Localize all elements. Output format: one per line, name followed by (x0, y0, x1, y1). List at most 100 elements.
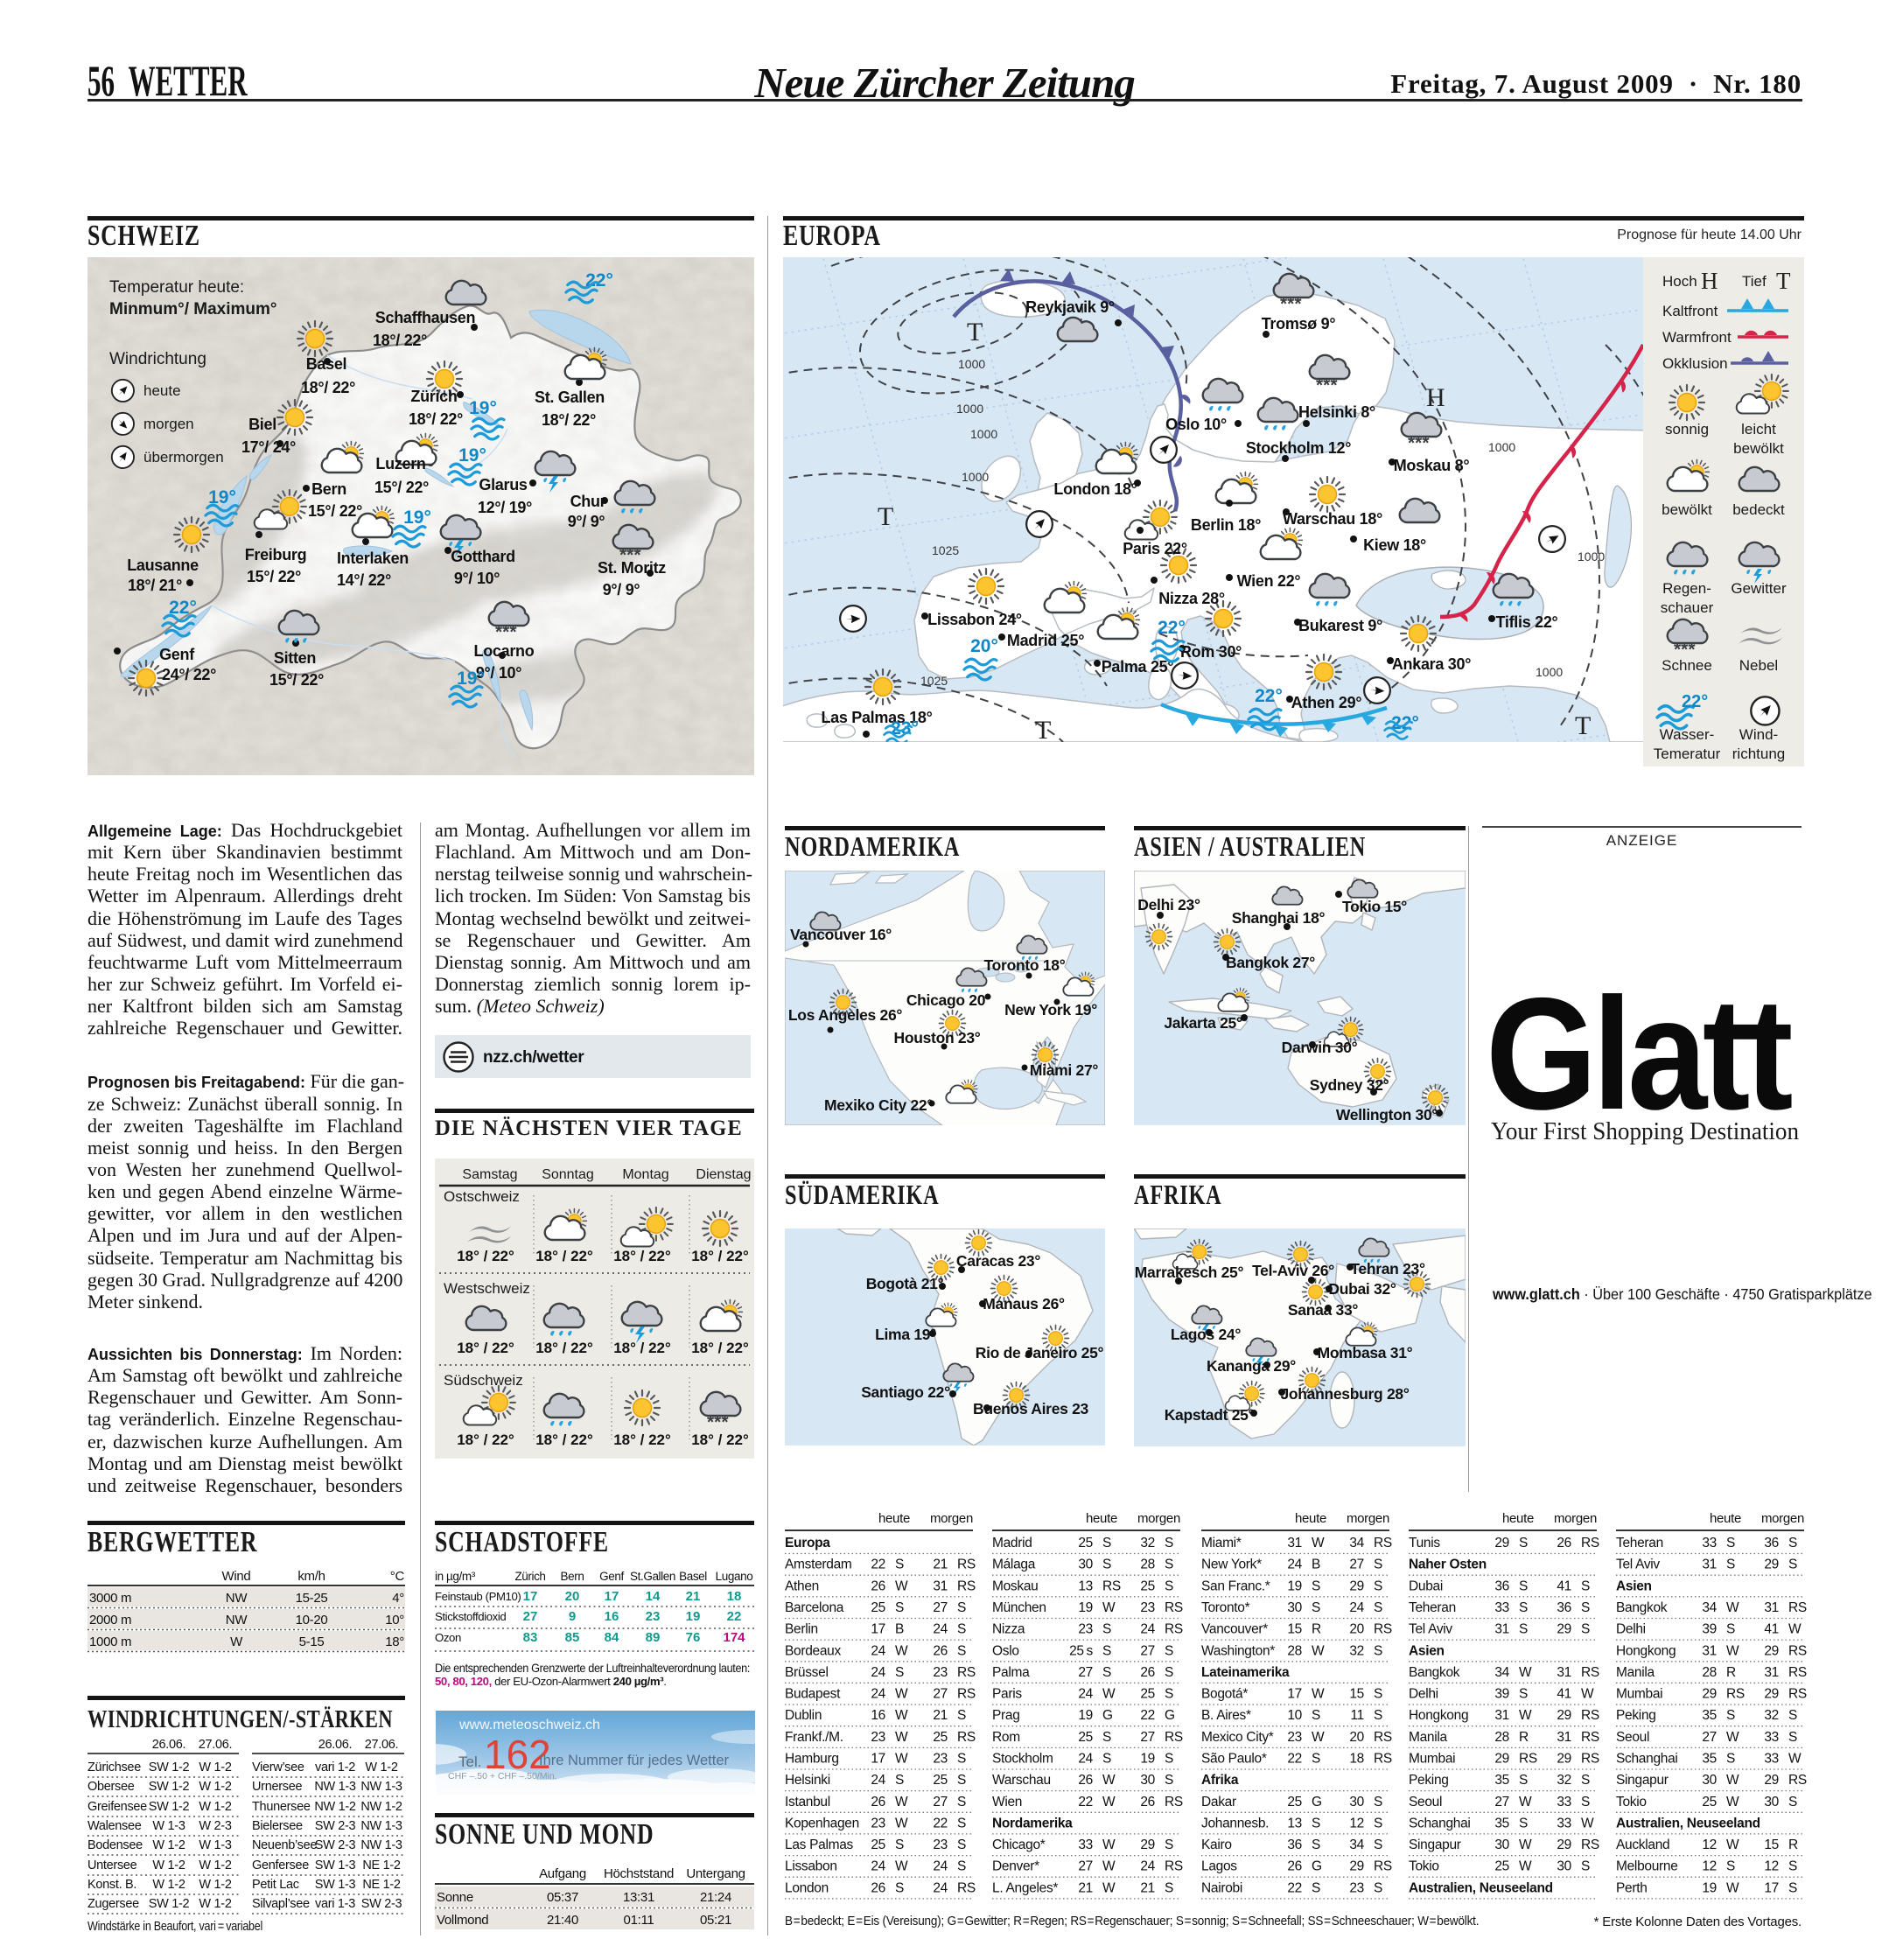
svg-text:W: W (1726, 1838, 1739, 1852)
svg-text:W: W (1726, 1880, 1739, 1895)
svg-text:W: W (1726, 1773, 1739, 1788)
svg-text:W: W (1102, 1795, 1116, 1810)
svg-text:29: 29 (1764, 1687, 1779, 1702)
svg-text:Ihre Nummer für jedes Wetter: Ihre Nummer für jedes Wetter (539, 1753, 730, 1768)
svg-text:W: W (1726, 1795, 1739, 1810)
svg-text:12°/ 19°: 12°/ 19° (478, 499, 532, 516)
svg-text:21:40: 21:40 (547, 1913, 578, 1928)
svg-text:Die entsprechenden Grenzwerte: Die entsprechenden Grenzwerte der Luftre… (435, 1662, 750, 1675)
svg-text:20: 20 (565, 1589, 580, 1604)
svg-text:RS: RS (1726, 1687, 1745, 1702)
svg-text:24: 24 (871, 1859, 885, 1874)
svg-text:23: 23 (646, 1609, 661, 1624)
svg-text:Bern: Bern (561, 1570, 584, 1583)
svg-text:36: 36 (1494, 1578, 1509, 1593)
svg-text:26.06.: 26.06. (152, 1738, 186, 1752)
svg-text:W: W (895, 1643, 908, 1658)
svg-text:Wasser-: Wasser- (1660, 726, 1715, 743)
svg-text:W 1-2: W 1-2 (199, 1878, 231, 1892)
svg-text:Helsinki 8°: Helsinki 8° (1298, 403, 1375, 421)
svg-text:27: 27 (1349, 1558, 1364, 1572)
svg-text:10-20: 10-20 (296, 1613, 328, 1628)
svg-text:S: S (1374, 1880, 1382, 1895)
svg-text:W: W (895, 1816, 908, 1830)
svg-text:36: 36 (1287, 1838, 1302, 1852)
svg-text:Rom 30°: Rom 30° (1180, 643, 1242, 661)
svg-text:13:31: 13:31 (623, 1890, 654, 1905)
svg-text:12: 12 (1764, 1859, 1779, 1874)
svg-text:W: W (230, 1634, 243, 1649)
svg-text:21: 21 (933, 1708, 948, 1723)
svg-text:22: 22 (1140, 1708, 1155, 1723)
svg-text:10: 10 (1287, 1708, 1302, 1723)
svg-text:32: 32 (1764, 1708, 1779, 1723)
svg-text:1000: 1000 (1578, 550, 1605, 564)
svg-text:26: 26 (871, 1880, 885, 1895)
svg-text:Thunersee: Thunersee (252, 1800, 311, 1814)
svg-text:25 s: 25 s (1069, 1643, 1093, 1658)
svg-text:9°/ 9°: 9°/ 9° (568, 513, 605, 530)
svg-text:01:11: 01:11 (624, 1913, 654, 1928)
svg-text:S: S (895, 1665, 904, 1680)
svg-text:RS: RS (957, 1687, 976, 1702)
svg-text:22: 22 (1287, 1880, 1302, 1895)
svg-text:31: 31 (1764, 1665, 1779, 1680)
svg-text:Toronto 18°: Toronto 18° (984, 956, 1066, 974)
svg-text:18°: 18° (385, 1634, 404, 1649)
svg-text:Zürichsee: Zürichsee (87, 1760, 141, 1774)
svg-text:W 2-3: W 2-3 (199, 1819, 231, 1833)
svg-text:W: W (1312, 1536, 1325, 1550)
svg-text:Tehran 23°: Tehran 23° (1350, 1260, 1425, 1278)
svg-text:Glarus: Glarus (479, 476, 528, 494)
svg-text:25: 25 (1140, 1578, 1155, 1593)
svg-text:23: 23 (933, 1752, 948, 1767)
svg-text:22: 22 (1078, 1795, 1093, 1810)
svg-text:Naher Osten: Naher Osten (1409, 1558, 1487, 1572)
svg-text:W: W (895, 1578, 908, 1593)
svg-text:Genf: Genf (159, 646, 195, 663)
svg-text:19: 19 (1078, 1708, 1093, 1723)
svg-text:Oslo: Oslo (992, 1643, 1019, 1658)
svg-text:Tokio: Tokio (1616, 1795, 1647, 1810)
svg-text:Oslo 10°: Oslo 10° (1165, 416, 1227, 433)
svg-text:Auckland: Auckland (1616, 1838, 1669, 1852)
svg-text:S: S (1788, 1708, 1797, 1723)
svg-text:Kaltfront: Kaltfront (1662, 303, 1718, 319)
svg-text:Berlin: Berlin (785, 1622, 818, 1637)
svg-text:Miami 27°: Miami 27° (1030, 1061, 1099, 1079)
svg-text:Vollmond: Vollmond (437, 1913, 488, 1928)
svg-text:New York*: New York* (1201, 1558, 1262, 1572)
svg-text:Hongkong: Hongkong (1409, 1708, 1468, 1723)
svg-text:24: 24 (871, 1773, 885, 1788)
svg-text:Johannesb.: Johannesb. (1201, 1816, 1269, 1830)
svg-text:25: 25 (1140, 1687, 1155, 1702)
svg-text:1000: 1000 (1536, 665, 1563, 679)
svg-text:Tel-Aviv 26°: Tel-Aviv 26° (1252, 1262, 1334, 1279)
svg-text:22°: 22° (1158, 618, 1186, 638)
svg-text:Manaus 26°: Manaus 26° (983, 1295, 1065, 1312)
svg-text:W 1-2: W 1-2 (152, 1858, 185, 1872)
svg-text:18°/ 21°: 18°/ 21° (128, 577, 182, 594)
svg-text:SW 1-2: SW 1-2 (149, 1897, 190, 1911)
svg-text:NW 1-3: NW 1-3 (360, 1819, 402, 1833)
svg-text:S: S (1519, 1536, 1528, 1550)
svg-text:Südschweiz: Südschweiz (444, 1372, 523, 1389)
svg-text:Schnee: Schnee (1662, 657, 1712, 674)
svg-text:km/h: km/h (297, 1569, 325, 1584)
svg-text:Minmum°/ Maximum°: Minmum°/ Maximum° (109, 300, 277, 318)
svg-text:Bordeaux: Bordeaux (785, 1643, 842, 1658)
svg-text:29: 29 (1557, 1708, 1571, 1723)
svg-text:18°/ 22°: 18°/ 22° (301, 379, 355, 396)
svg-text:22°: 22° (1682, 692, 1708, 711)
svg-text:28: 28 (1702, 1665, 1717, 1680)
svg-text:21:24: 21:24 (700, 1890, 731, 1905)
svg-text:Paris 22°: Paris 22° (1123, 540, 1187, 557)
svg-text:32: 32 (1140, 1536, 1155, 1550)
svg-text:S: S (1788, 1859, 1797, 1874)
svg-text:Wellington 30°: Wellington 30° (1336, 1106, 1438, 1124)
svg-text:W 1-2: W 1-2 (199, 1897, 231, 1911)
svg-text:Barcelona: Barcelona (785, 1600, 844, 1615)
svg-text:W: W (1726, 1730, 1739, 1745)
svg-text:28: 28 (1287, 1643, 1302, 1658)
svg-text:RS: RS (1788, 1600, 1807, 1615)
